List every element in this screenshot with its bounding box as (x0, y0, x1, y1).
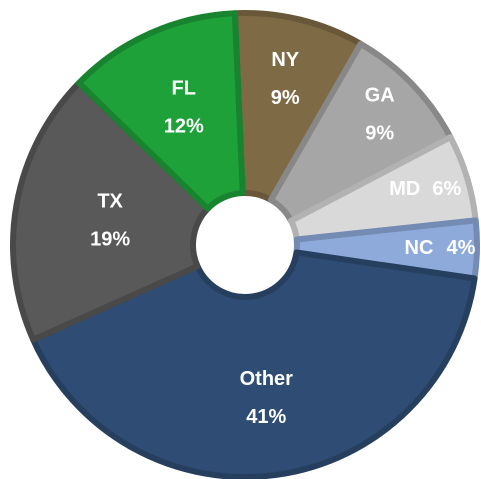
slice-category: FL (172, 77, 196, 99)
slice-category: NC (405, 237, 434, 259)
donut-slice (30, 249, 478, 479)
donut-slice (231, 10, 364, 203)
slice-value-label: 41% (246, 406, 286, 428)
slice-category: NY (271, 49, 299, 71)
donut-slice (75, 10, 246, 212)
slice-value-label: 6% (432, 178, 461, 200)
donut-slice (267, 40, 454, 224)
slice-category: TX (97, 190, 123, 212)
slice-value-label: 9% (365, 123, 394, 145)
slice-category: MD (389, 178, 420, 200)
slice-value-label: 19% (90, 228, 130, 250)
slice-value-label: 9% (271, 87, 300, 109)
slice-value-label: 4% (447, 237, 476, 259)
slice-value-label: 12% (164, 115, 204, 137)
slice-category: GA (365, 85, 395, 107)
slice-category: Other (240, 368, 294, 390)
donut-slice (10, 79, 211, 343)
